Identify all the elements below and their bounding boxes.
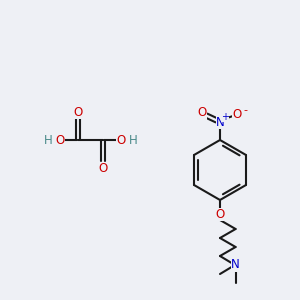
Text: O: O — [116, 134, 126, 146]
Text: H: H — [129, 134, 137, 146]
Text: O: O — [197, 106, 207, 119]
Text: H: H — [44, 134, 52, 146]
Text: O: O — [232, 107, 242, 121]
Text: O: O — [56, 134, 64, 146]
Text: O: O — [74, 106, 82, 118]
Text: O: O — [98, 161, 108, 175]
Text: -: - — [243, 105, 247, 115]
Text: O: O — [215, 208, 225, 220]
Text: N: N — [216, 116, 224, 128]
Text: N: N — [231, 259, 240, 272]
Text: +: + — [221, 112, 229, 122]
